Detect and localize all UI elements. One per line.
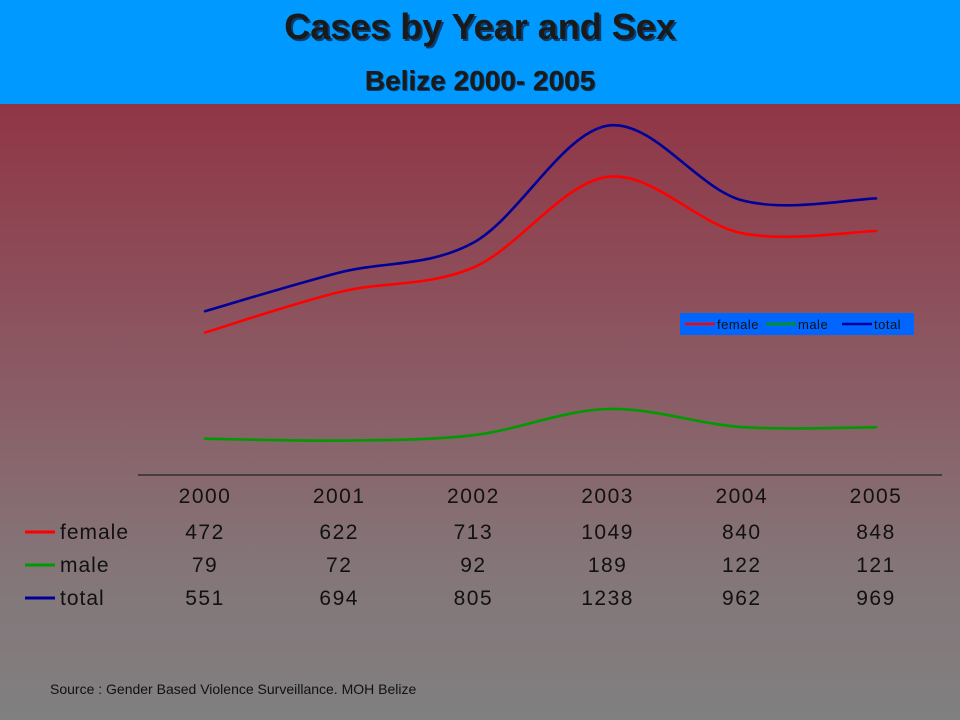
legend-label-total: total — [874, 317, 901, 332]
x-tick-label: 2001 — [313, 485, 366, 508]
table-cell: 848 — [856, 521, 896, 544]
legend: female male total — [680, 313, 914, 335]
chart-title: Cases by Year and Sex — [284, 6, 676, 47]
legend-label-male: male — [798, 317, 828, 332]
series-line-total — [203, 124, 878, 313]
table-cell: 962 — [722, 587, 762, 610]
header-bar: Cases by Year and Sex Belize 2000- 2005 — [0, 0, 960, 104]
table-cell: 1049 — [581, 521, 634, 544]
table-cell: 1238 — [581, 587, 634, 610]
legend-label-female: female — [717, 317, 759, 332]
x-tick-label: 2004 — [715, 485, 768, 508]
x-tick-label: 2003 — [581, 485, 634, 508]
x-tick-label: 2005 — [850, 485, 903, 508]
table-cell: 969 — [856, 587, 896, 610]
data-table: female 472 622 713 1049 840 848 male 79 72 92 189 12… — [25, 521, 896, 610]
series-line-male — [203, 407, 878, 442]
x-tick-label: 2000 — [179, 485, 232, 508]
table-cell: 92 — [460, 554, 486, 577]
table-cell: 72 — [326, 554, 352, 577]
table-cell: 805 — [454, 587, 494, 610]
series-layer — [203, 124, 878, 442]
chart-subtitle: Belize 2000- 2005 — [364, 65, 596, 96]
x-tick-labels: 2000 2001 2002 2003 2004 2005 — [179, 485, 903, 508]
x-tick-label: 2002 — [447, 485, 500, 508]
table-cell: 472 — [185, 521, 225, 544]
table-row-label-male: male — [60, 554, 110, 577]
table-cell: 79 — [192, 554, 218, 577]
table-row-label-total: total — [60, 587, 105, 610]
table-cell: 840 — [722, 521, 762, 544]
source-note: Source : Gender Based Violence Surveilla… — [50, 681, 417, 697]
table-cell: 551 — [185, 587, 225, 610]
table-cell: 122 — [722, 554, 762, 577]
table-row-label-female: female — [60, 521, 129, 544]
table-cell: 713 — [454, 521, 494, 544]
series-line-female — [203, 175, 878, 334]
table-cell: 121 — [856, 554, 896, 577]
table-cell: 694 — [319, 587, 359, 610]
table-cell: 622 — [319, 521, 359, 544]
legend-box — [680, 313, 914, 335]
table-cell: 189 — [588, 554, 628, 577]
